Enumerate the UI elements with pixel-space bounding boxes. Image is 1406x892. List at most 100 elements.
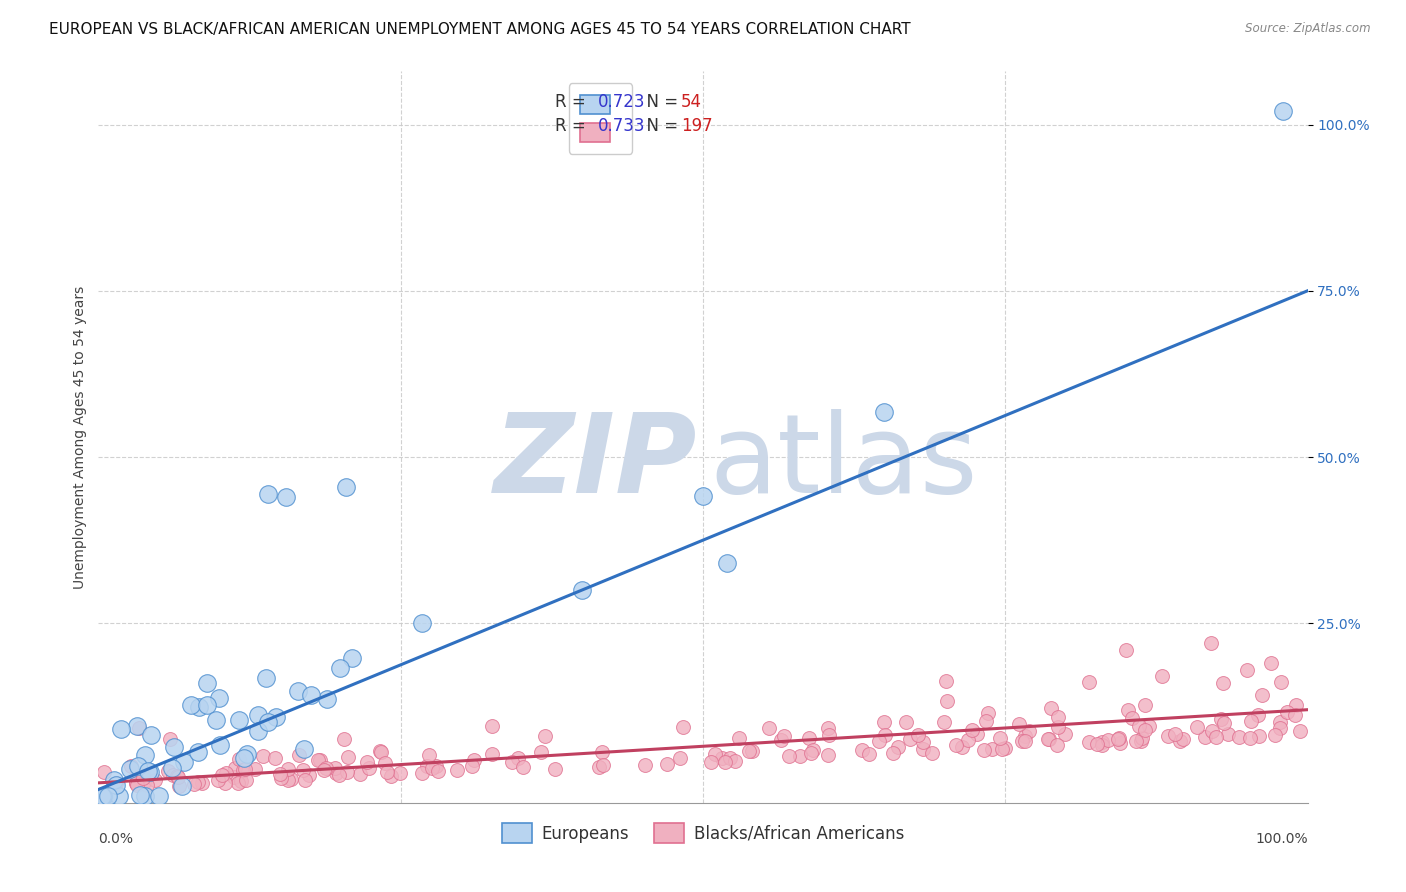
Point (544, 762, 567, 776)
Point (204, 713, 226, 727)
Point (167, 770, 190, 784)
Point (1163, 726, 1185, 740)
Point (801, 742, 824, 756)
Point (718, 750, 741, 764)
Text: 197: 197 (682, 117, 713, 136)
Point (173, 755, 195, 769)
Point (1046, 720, 1069, 734)
Point (894, 714, 917, 729)
Point (359, 761, 381, 775)
Point (287, 683, 309, 698)
Point (1201, 723, 1223, 738)
Point (134, 747, 156, 762)
Point (105, 776, 128, 790)
Point (1212, 676, 1234, 690)
Point (136, 778, 159, 792)
Point (714, 755, 737, 769)
Point (770, 733, 793, 747)
Point (534, 729, 557, 743)
Point (418, 748, 440, 763)
Point (1046, 739, 1069, 753)
Point (956, 732, 979, 747)
Point (141, 728, 163, 742)
Point (333, 731, 356, 746)
Point (266, 709, 288, 723)
Point (128, 721, 150, 735)
Point (945, 738, 967, 752)
Point (120, 762, 142, 776)
Point (1053, 726, 1076, 740)
Point (1152, 669, 1174, 683)
Point (727, 731, 749, 745)
Point (704, 747, 727, 761)
Point (1097, 732, 1119, 747)
Text: ZIP: ZIP (494, 409, 697, 516)
Point (246, 723, 269, 738)
Point (336, 764, 359, 779)
Point (1236, 663, 1258, 677)
Text: EUROPEAN VS BLACK/AFRICAN AMERICAN UNEMPLOYMENT AMONG AGES 45 TO 54 YEARS CORREL: EUROPEAN VS BLACK/AFRICAN AMERICAN UNEMP… (49, 22, 911, 37)
Point (977, 706, 1000, 720)
Text: R =: R = (555, 117, 592, 136)
Point (280, 772, 302, 787)
Point (692, 489, 714, 503)
Text: 54: 54 (682, 93, 702, 112)
Point (226, 776, 249, 790)
Point (571, 582, 593, 597)
Point (799, 731, 821, 746)
Point (163, 739, 186, 754)
Point (873, 728, 896, 742)
Point (269, 767, 291, 781)
Point (224, 761, 246, 775)
Point (127, 758, 149, 772)
Point (232, 763, 254, 777)
Point (1125, 733, 1147, 747)
Point (131, 772, 153, 786)
Point (207, 772, 229, 787)
Point (932, 714, 955, 729)
Point (1249, 729, 1271, 743)
Point (93, 789, 115, 804)
Point (592, 758, 614, 772)
Point (252, 748, 274, 763)
Point (1246, 707, 1268, 722)
Point (187, 775, 209, 789)
Point (195, 698, 218, 712)
Point (139, 765, 162, 780)
Point (1284, 708, 1306, 723)
Point (981, 742, 1004, 756)
Point (1107, 732, 1129, 747)
Point (911, 735, 934, 749)
Point (162, 768, 184, 782)
Point (427, 764, 450, 779)
Point (325, 766, 347, 780)
Point (508, 751, 530, 765)
Point (898, 731, 921, 746)
Point (1121, 711, 1143, 725)
Point (170, 779, 193, 793)
Point (337, 750, 360, 764)
Point (1251, 688, 1274, 702)
Point (882, 746, 904, 760)
Y-axis label: Unemployment Among Ages 45 to 54 years: Unemployment Among Ages 45 to 54 years (73, 285, 87, 589)
Point (277, 772, 299, 787)
Point (375, 765, 398, 780)
Point (125, 776, 148, 790)
Point (887, 739, 910, 754)
Point (716, 557, 738, 571)
Point (215, 765, 238, 780)
Point (134, 774, 156, 789)
Point (315, 761, 337, 775)
Point (159, 731, 181, 746)
Point (370, 744, 392, 758)
Point (1077, 675, 1099, 690)
Point (950, 739, 973, 754)
Point (817, 721, 839, 735)
Point (1168, 734, 1191, 748)
Point (868, 734, 890, 748)
Point (1260, 656, 1282, 670)
Point (288, 747, 311, 762)
Point (634, 758, 657, 772)
Point (1046, 710, 1069, 724)
Point (335, 480, 357, 494)
